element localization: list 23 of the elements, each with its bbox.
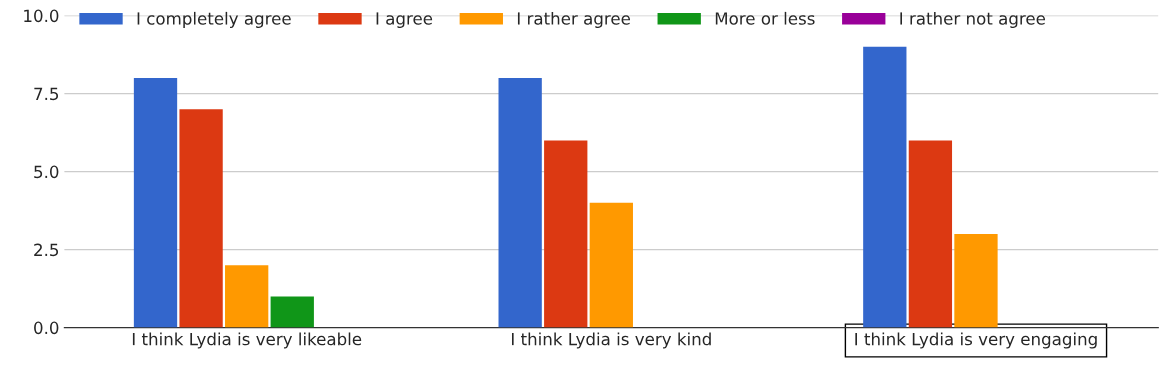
bar (954, 234, 998, 328)
legend-label: I completely agree (137, 11, 291, 29)
bar (498, 78, 542, 328)
legend-label: More or less (715, 11, 815, 25)
x-tick-label: I think Lydia is very kind (511, 332, 711, 349)
legend-label: I agree (376, 12, 433, 29)
y-tick-label: 2.5 (34, 243, 59, 257)
legend-label: I rather not agree (900, 11, 1046, 29)
bar (863, 46, 907, 328)
bar (589, 202, 633, 328)
bar (133, 78, 178, 328)
y-tick-label: 0.0 (34, 321, 59, 335)
bar (225, 265, 269, 328)
bar (544, 140, 588, 328)
x-tick-label: I think Lydia is very engaging (855, 332, 1097, 349)
x-tick-label: I think Lydia is very likeable (132, 332, 362, 349)
y-tick-label: 7.5 (34, 87, 59, 101)
y-tick-label: 10.0 (24, 9, 59, 23)
bar (908, 140, 953, 328)
y-tick-label: 5.0 (34, 165, 59, 179)
legend-label: I rather agree (517, 11, 630, 29)
bar (270, 296, 314, 328)
bar (179, 109, 223, 328)
